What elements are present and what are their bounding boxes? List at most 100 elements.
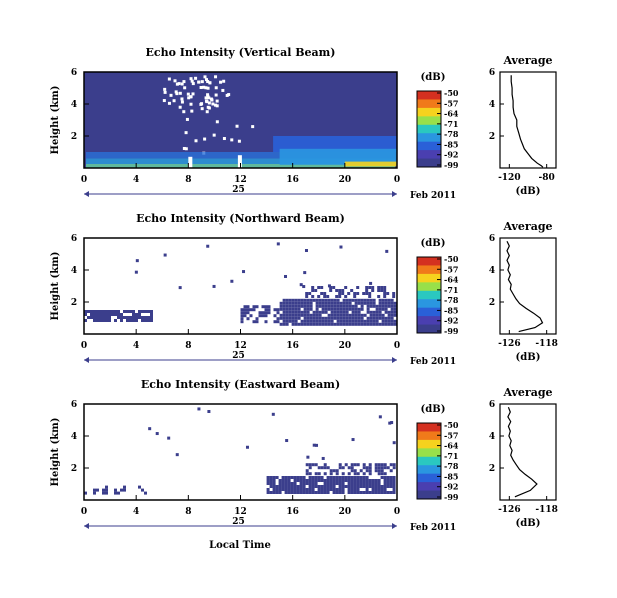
heatmap-cell: [380, 286, 384, 289]
heatmap-cell: [375, 307, 379, 311]
colorbar-frame: [416, 422, 442, 500]
heatmap-cell: [324, 310, 328, 314]
heatmap-cell: [296, 479, 300, 482]
heatmap-cell: [269, 491, 273, 494]
heatmap-cell: [237, 139, 241, 143]
heatmap-cell: [215, 120, 219, 124]
heatmap-cell: [392, 466, 396, 470]
heatmap-cell: [222, 79, 226, 83]
heatmap-cell: [347, 476, 351, 479]
heatmap-cell: [356, 463, 360, 467]
heatmap-cell: [368, 485, 372, 488]
heatmap-cell: [330, 301, 334, 305]
heatmap-cell: [392, 441, 396, 445]
heatmap-band: [279, 148, 397, 165]
heatmap-cell: [126, 319, 129, 322]
heatmap-cell: [175, 453, 179, 457]
heatmap-cell: [327, 301, 331, 305]
heatmap-cell: [117, 313, 120, 316]
heatmap-cell: [308, 463, 312, 467]
heatmap-cell: [311, 482, 315, 485]
heatmap-cell: [243, 305, 247, 309]
heatmap-cell: [243, 314, 247, 318]
heatmap-cell: [315, 319, 319, 323]
colorbar-label: -71: [444, 119, 458, 129]
heatmap-cell: [390, 322, 394, 326]
heatmap-cell: [282, 304, 286, 308]
date-span-arrow-right: [392, 191, 397, 197]
heatmap-cell: [326, 482, 330, 485]
heatmap-cell: [332, 491, 336, 494]
heatmap-cell: [185, 117, 189, 121]
heatmap-cell: [386, 485, 390, 488]
heatmap-cell: [315, 307, 319, 311]
heatmap-cell: [317, 479, 321, 482]
heatmap-cell: [180, 82, 184, 86]
heatmap-cell: [206, 93, 210, 97]
y-tick-label: 6: [71, 234, 77, 244]
heatmap-cell: [132, 310, 135, 313]
heatmap-cell: [390, 307, 394, 311]
heatmap-cell: [267, 311, 271, 315]
heatmap-cell: [383, 476, 387, 479]
heatmap-band: [344, 161, 397, 167]
heatmap-cell: [335, 295, 339, 298]
heatmap-cell: [381, 322, 385, 326]
heatmap-cell: [335, 488, 339, 491]
x-tick-label: 0: [394, 175, 400, 185]
heatmap-cell: [347, 485, 351, 488]
heatmap-cell: [336, 322, 340, 326]
heatmap-cell: [114, 491, 117, 495]
heatmap-cell: [350, 469, 354, 473]
heatmap-cell: [362, 476, 366, 479]
heatmap-cell: [278, 488, 282, 491]
heatmap-cell: [269, 482, 273, 485]
heatmap-cell: [318, 304, 322, 308]
heatmap-cell: [383, 466, 387, 470]
heatmap-cell: [108, 310, 111, 313]
heatmap-cell: [323, 295, 327, 298]
heatmap-cell: [338, 292, 342, 295]
heatmap-cell: [281, 479, 285, 482]
heatmap-cell: [348, 307, 352, 311]
heatmap-cell: [214, 103, 218, 107]
profile-y-tick-label: 4: [489, 266, 495, 276]
heatmap-cell: [279, 313, 283, 317]
profile-line: [510, 75, 544, 168]
heatmap-cell: [135, 313, 138, 316]
heatmap-cell: [205, 100, 209, 104]
heatmap-cell: [332, 476, 336, 479]
heatmap-cell: [339, 319, 343, 323]
heatmap-cell: [243, 308, 247, 312]
heatmap-cell: [315, 301, 319, 305]
heatmap-cell: [378, 310, 382, 314]
heatmap-cell: [246, 305, 250, 309]
heatmap-cell: [327, 284, 331, 288]
heatmap-cell: [375, 304, 379, 308]
heatmap-cell: [318, 298, 322, 302]
heatmap-cell: [383, 463, 387, 467]
heatmap-cell: [392, 479, 396, 482]
heatmap-cell: [150, 319, 153, 322]
heatmap-cell: [269, 479, 273, 482]
heatmap-cell: [205, 78, 209, 82]
heatmap-cell: [111, 310, 114, 313]
heatmap-cell: [299, 488, 303, 491]
heatmap-cell: [389, 491, 393, 494]
heatmap-cell: [363, 298, 367, 302]
panel-title: Echo Intensity (Vertical Beam): [145, 46, 335, 59]
y-tick-label: 4: [71, 100, 77, 110]
heatmap-cell: [326, 488, 330, 491]
profile-y-tick-label: 4: [489, 100, 495, 110]
heatmap-cell: [326, 295, 330, 298]
heatmap-cell: [359, 482, 363, 485]
heatmap-cell: [326, 466, 330, 470]
heatmap-cell: [150, 316, 153, 319]
heatmap-cell: [368, 482, 372, 485]
heatmap-cell: [141, 316, 144, 319]
colorbar-segment: [417, 133, 441, 143]
colorbar-label: -78: [444, 295, 459, 305]
heatmap-cell: [300, 322, 304, 326]
x-tick-label: 20: [339, 507, 352, 517]
heatmap-cell: [362, 463, 366, 467]
